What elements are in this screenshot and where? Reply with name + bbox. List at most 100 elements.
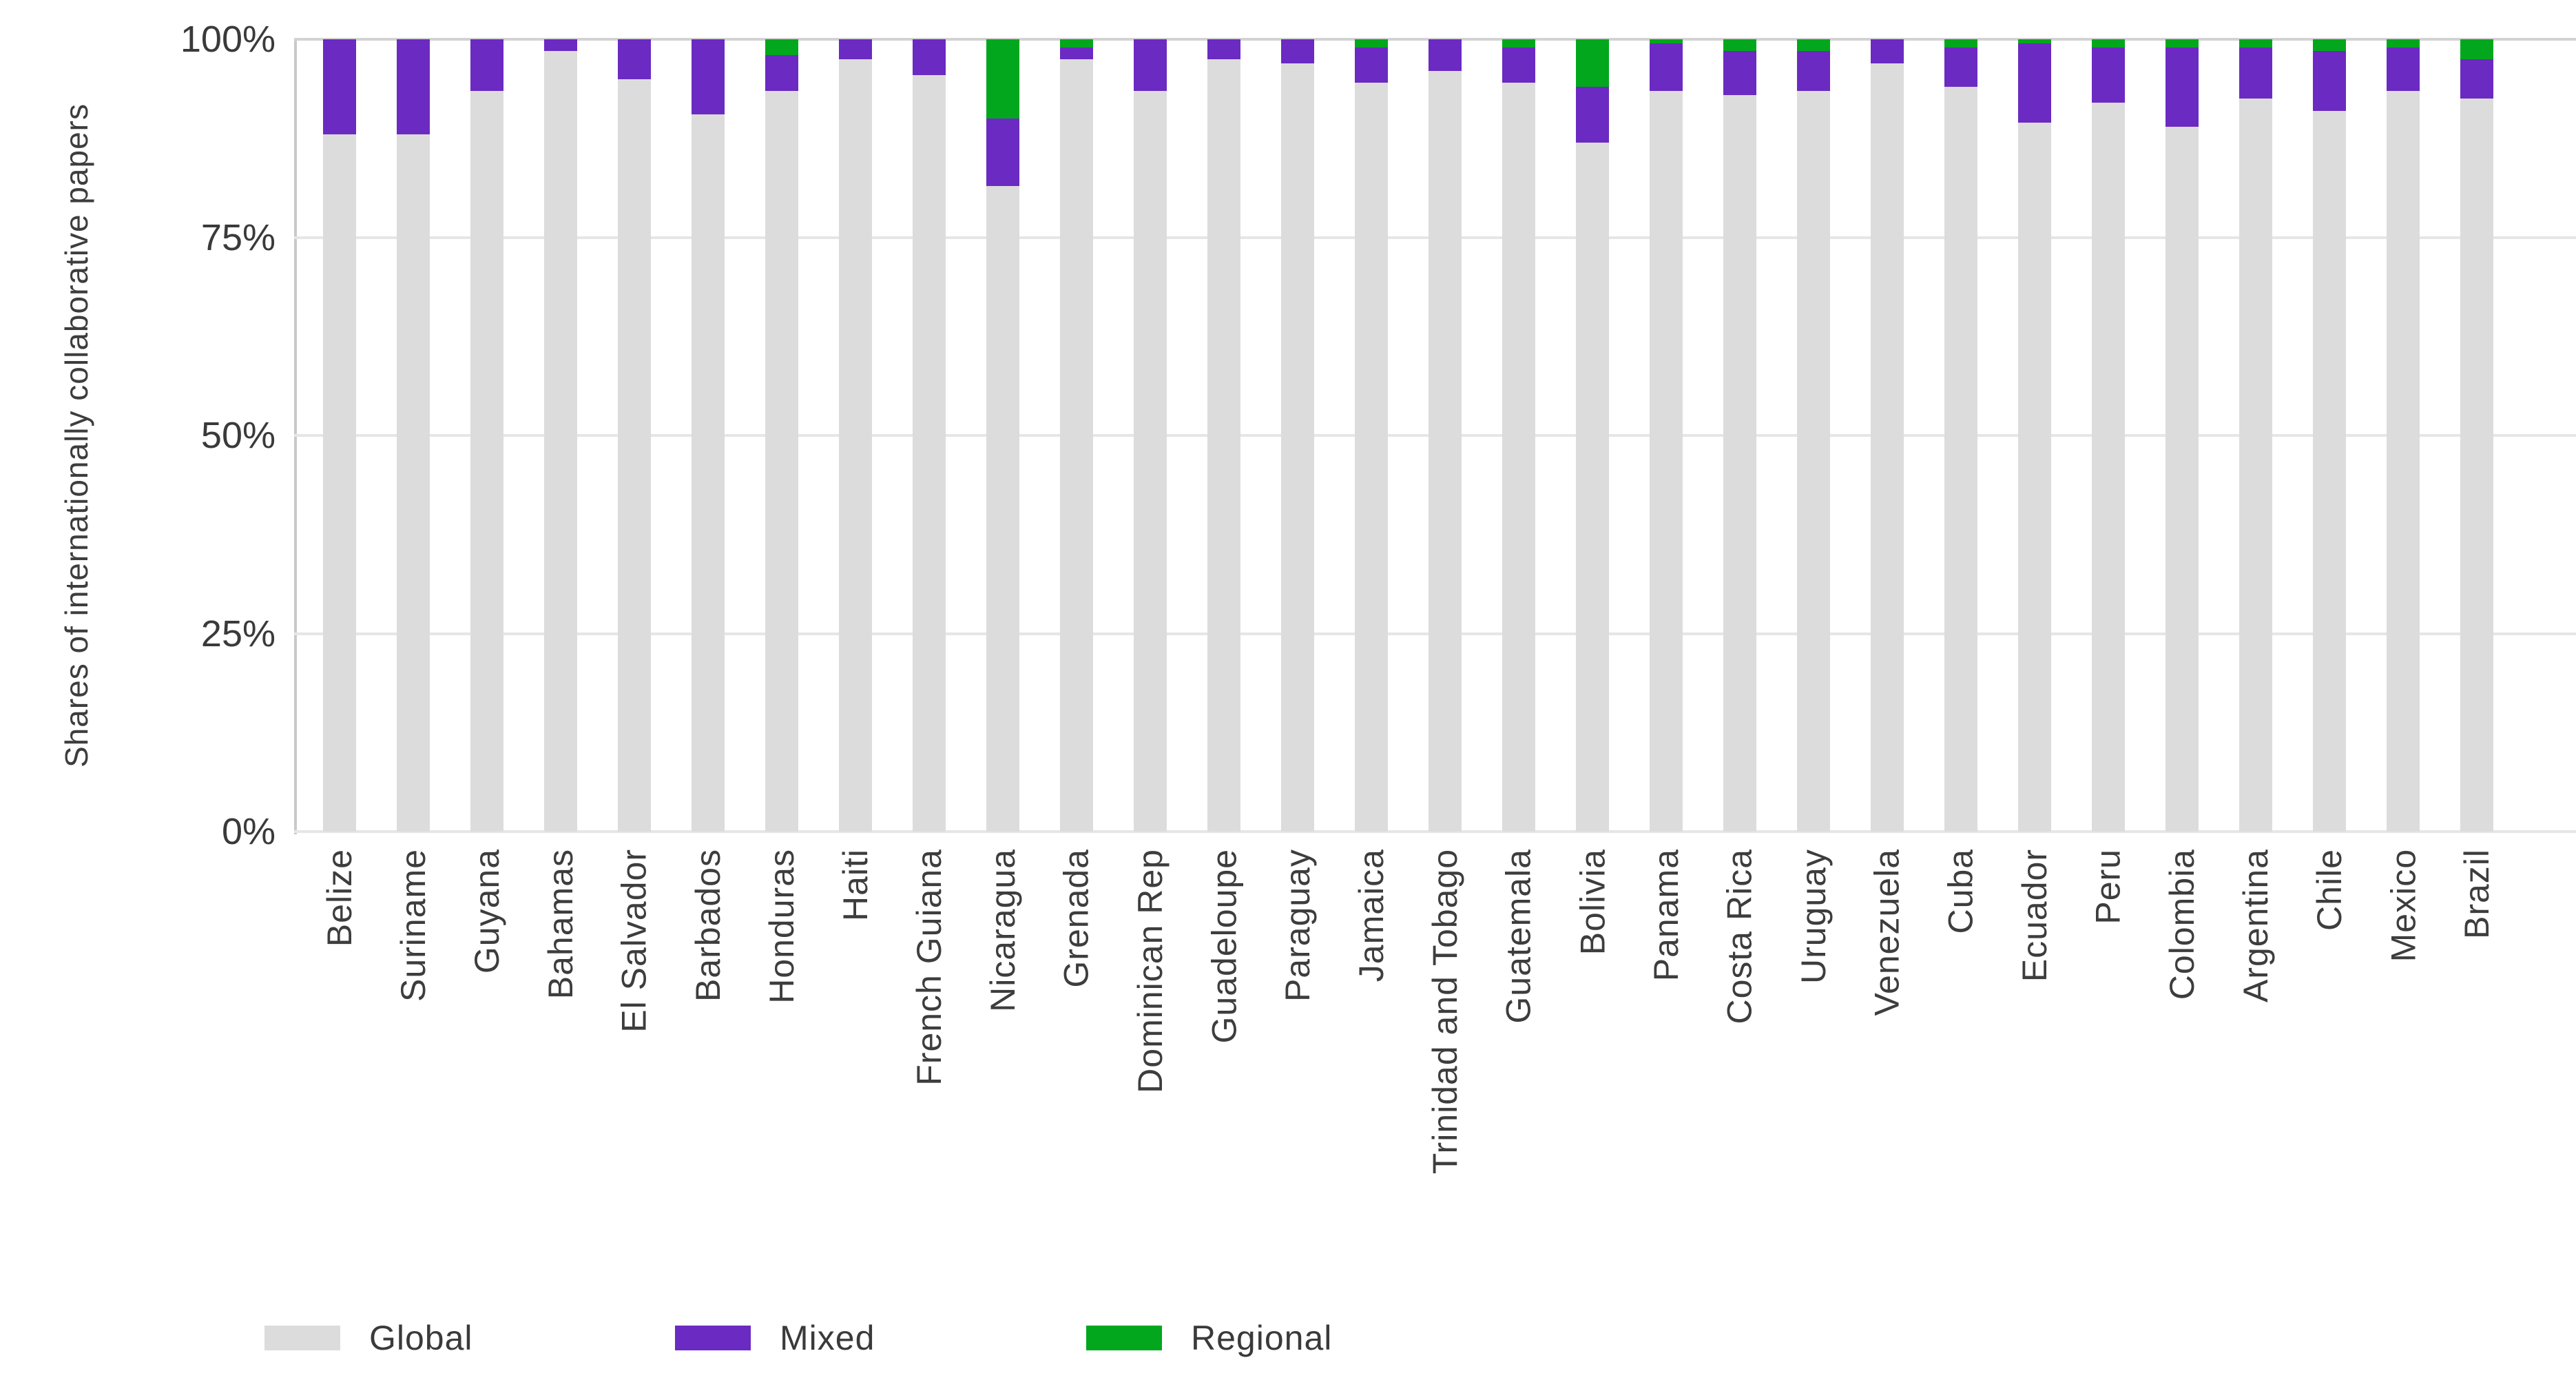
bar-segment-mixed bbox=[1797, 51, 1830, 91]
legend: Global Mixed Regional bbox=[0, 1317, 2576, 1366]
x-label-guadeloupe: Guadeloupe bbox=[1205, 849, 1243, 1044]
bar-segment-mixed bbox=[765, 55, 798, 91]
bar-guatemala bbox=[1502, 39, 1535, 832]
legend-item-regional: Regional bbox=[1086, 1317, 1332, 1359]
bar-segment-global bbox=[913, 74, 946, 832]
legend-label: Regional bbox=[1191, 1319, 1333, 1357]
x-label-colombia: Colombia bbox=[2163, 849, 2201, 1000]
bar-guadeloupe bbox=[1207, 39, 1240, 832]
y-tick-label: 25% bbox=[200, 612, 276, 655]
bar-trinidad-and-tobago bbox=[1429, 39, 1462, 832]
bar-segment-global bbox=[1723, 94, 1756, 832]
x-label-brazil: Brazil bbox=[2458, 849, 2496, 940]
x-label-bahamas: Bahamas bbox=[541, 849, 580, 1000]
legend-item-global: Global bbox=[264, 1317, 473, 1359]
bar-segment-global bbox=[618, 79, 651, 832]
bar-segment-mixed bbox=[2018, 43, 2051, 123]
bar-segment-global bbox=[1134, 90, 1167, 832]
bar-bahamas bbox=[544, 39, 577, 832]
y-tick-label: 50% bbox=[200, 415, 276, 456]
bar-segment-mixed bbox=[323, 39, 356, 134]
bar-segment-regional bbox=[2092, 39, 2125, 48]
bar-segment-global bbox=[1060, 59, 1093, 832]
bar-cuba bbox=[1944, 39, 1977, 832]
legend-item-mixed: Mixed bbox=[675, 1317, 875, 1359]
bar-segment-mixed bbox=[618, 39, 651, 79]
x-label-bolivia: Bolivia bbox=[1573, 849, 1612, 956]
bar-segment-regional bbox=[2018, 39, 2051, 43]
bar-panama bbox=[1650, 39, 1683, 832]
bar-segment-global bbox=[1355, 83, 1388, 832]
bar-segment-mixed bbox=[1429, 39, 1462, 71]
x-label-haiti: Haiti bbox=[836, 849, 875, 922]
bar-uruguay bbox=[1797, 39, 1830, 832]
x-label-el-salvador: El Salvador bbox=[615, 849, 654, 1033]
x-label-trinidad-and-tobago: Trinidad and Tobago bbox=[1426, 849, 1464, 1175]
legend-label: Mixed bbox=[780, 1319, 875, 1357]
bar-barbados bbox=[692, 39, 725, 832]
bar-segment-global bbox=[1502, 83, 1535, 832]
bar-segment-regional bbox=[2313, 39, 2346, 52]
bar-segment-mixed bbox=[1355, 47, 1388, 83]
bar-haiti bbox=[839, 39, 872, 832]
bar-segment-mixed bbox=[986, 119, 1019, 186]
bar-segment-global bbox=[1871, 63, 1904, 832]
x-label-peru: Peru bbox=[2089, 849, 2128, 925]
bar-segment-mixed bbox=[1871, 39, 1904, 63]
bar-peru bbox=[2092, 39, 2125, 832]
bar-segment-regional bbox=[765, 39, 798, 55]
bar-segment-global bbox=[1281, 63, 1314, 832]
bar-bolivia bbox=[1576, 39, 1609, 832]
bar-segment-regional bbox=[1502, 39, 1535, 48]
bar-segment-mixed bbox=[544, 39, 577, 52]
bar-nicaragua bbox=[986, 39, 1019, 832]
bar-segment-regional bbox=[2387, 39, 2420, 48]
bar-venezuela bbox=[1871, 39, 1904, 832]
bar-segment-mixed bbox=[1650, 43, 1683, 91]
bar-guyana bbox=[470, 39, 503, 832]
bar-segment-global bbox=[765, 90, 798, 832]
bar-segment-mixed bbox=[2239, 47, 2272, 99]
bar-segment-regional bbox=[1650, 39, 1683, 43]
x-label-french-guiana: French Guiana bbox=[910, 849, 948, 1086]
gridline-0 bbox=[294, 830, 2576, 833]
bar-segment-global bbox=[692, 114, 725, 832]
bar-segment-regional bbox=[2165, 39, 2199, 48]
x-label-argentina: Argentina bbox=[2236, 849, 2275, 1003]
bar-belize bbox=[323, 39, 356, 832]
bar-segment-mixed bbox=[2165, 47, 2199, 127]
x-label-ecuador: Ecuador bbox=[2015, 849, 2054, 982]
bar-costa-rica bbox=[1723, 39, 1756, 832]
bar-segment-global bbox=[1650, 90, 1683, 832]
bar-segment-mixed bbox=[913, 39, 946, 75]
bar-segment-mixed bbox=[2387, 47, 2420, 91]
bar-segment-global bbox=[1576, 142, 1609, 832]
y-tick-label: 0% bbox=[221, 811, 276, 852]
bar-segment-mixed bbox=[839, 39, 872, 59]
x-label-barbados: Barbados bbox=[689, 849, 727, 1002]
bar-segment-mixed bbox=[470, 39, 503, 91]
bar-french-guiana bbox=[913, 39, 946, 832]
x-label-chile: Chile bbox=[2310, 849, 2349, 931]
bar-segment-mixed bbox=[1723, 51, 1756, 95]
bar-honduras bbox=[765, 39, 798, 832]
bar-segment-global bbox=[2239, 99, 2272, 832]
bar-segment-global bbox=[2313, 110, 2346, 832]
x-label-uruguay: Uruguay bbox=[1794, 849, 1833, 984]
x-label-guyana: Guyana bbox=[468, 849, 506, 974]
bar-suriname bbox=[397, 39, 430, 832]
x-label-belize: Belize bbox=[320, 849, 359, 947]
bar-segment-global bbox=[986, 185, 1019, 832]
bar-ecuador bbox=[2018, 39, 2051, 832]
bar-segment-global bbox=[544, 51, 577, 832]
bar-dominican-rep bbox=[1134, 39, 1167, 832]
bar-argentina bbox=[2239, 39, 2272, 832]
bar-segment-regional bbox=[986, 39, 1019, 119]
bar-segment-mixed bbox=[1281, 39, 1314, 63]
x-label-guatemala: Guatemala bbox=[1499, 849, 1538, 1024]
bar-segment-global bbox=[1797, 90, 1830, 832]
bar-segment-mixed bbox=[692, 39, 725, 115]
bar-segment-mixed bbox=[2460, 59, 2493, 99]
bar-segment-regional bbox=[1576, 39, 1609, 87]
bar-segment-global bbox=[2165, 126, 2199, 832]
